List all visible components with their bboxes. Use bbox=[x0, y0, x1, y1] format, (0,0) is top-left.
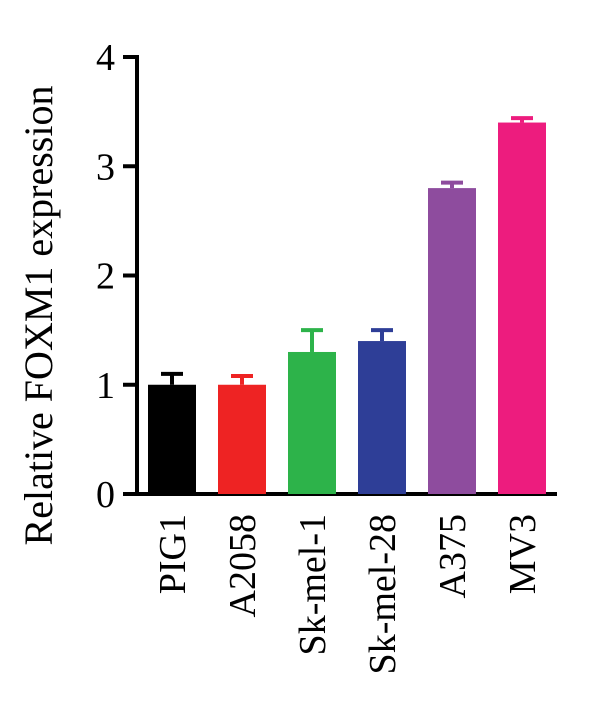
x-tick-label-pig1: PIG1 bbox=[152, 514, 194, 594]
bar-a2058 bbox=[218, 384, 266, 494]
y-tick-label-0: 0 bbox=[96, 474, 115, 516]
x-tick-label-a375: A375 bbox=[432, 514, 474, 598]
y-axis-title: Relative FOXM1 expression bbox=[16, 86, 61, 546]
y-axis: 0 1 2 3 4 bbox=[96, 37, 139, 516]
x-tick-label-sk-mel-1: Sk-mel-1 bbox=[292, 514, 334, 655]
bar-pig1 bbox=[148, 384, 196, 494]
x-tick-label-a2058: A2058 bbox=[222, 514, 264, 617]
bars-group bbox=[148, 122, 546, 495]
error-bars-group bbox=[161, 116, 533, 385]
y-tick-label-2: 2 bbox=[96, 256, 115, 298]
y-tick-label-4: 4 bbox=[96, 37, 115, 79]
y-tick-label-3: 3 bbox=[96, 146, 115, 188]
x-tick-label-mv3: MV3 bbox=[502, 514, 544, 594]
bar-mv3 bbox=[498, 122, 546, 495]
category-labels: PIG1 A2058 Sk-mel-1 Sk-mel-28 A375 MV3 bbox=[152, 514, 544, 674]
bar-sk-mel-1 bbox=[288, 351, 336, 494]
x-tick-label-sk-mel-28: Sk-mel-28 bbox=[362, 514, 404, 674]
bar-sk-mel-28 bbox=[358, 341, 406, 494]
bar-a375 bbox=[428, 188, 476, 494]
y-tick-label-1: 1 bbox=[96, 365, 115, 407]
